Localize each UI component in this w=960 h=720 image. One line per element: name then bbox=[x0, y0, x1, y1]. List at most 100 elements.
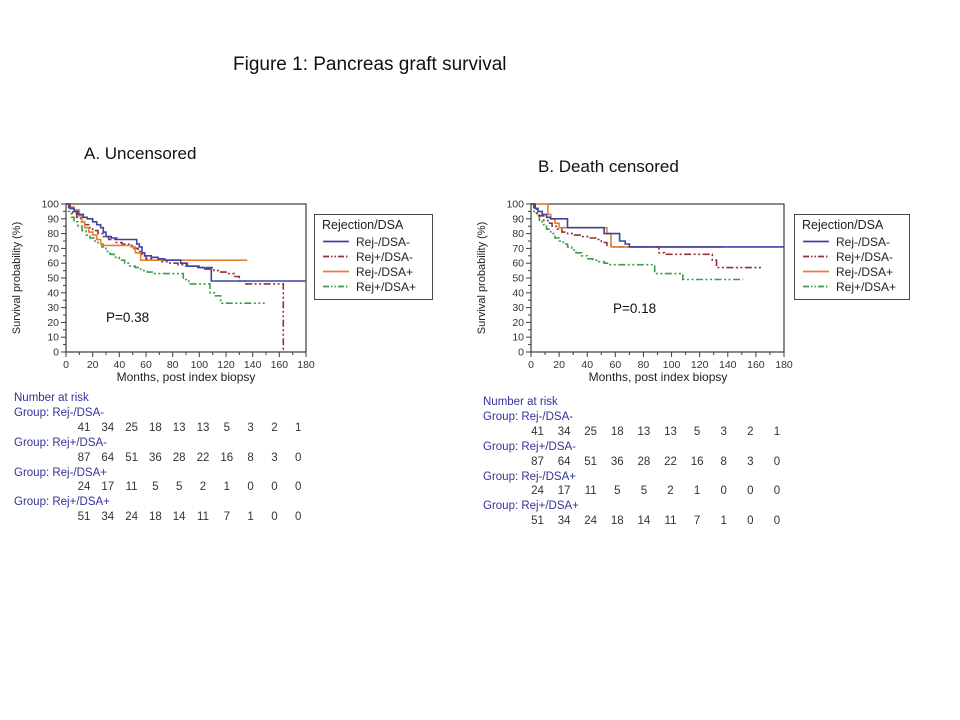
risk-count: 87 bbox=[77, 451, 91, 464]
y-tick-label: 100 bbox=[506, 199, 524, 211]
risk-count: 3 bbox=[247, 421, 254, 434]
y-tick-label: 0 bbox=[53, 347, 59, 359]
risk-count: 5 bbox=[175, 481, 183, 494]
risk-count: 36 bbox=[148, 451, 162, 464]
risk-count: 0 bbox=[294, 451, 302, 464]
p-value: P=0.18 bbox=[613, 301, 656, 316]
risk-count: 28 bbox=[637, 455, 651, 468]
y-tick-label: 60 bbox=[47, 258, 59, 270]
risk-count: 0 bbox=[294, 511, 302, 524]
risk-count: 5 bbox=[152, 481, 159, 494]
km-curve-Rej-DSA+ bbox=[66, 203, 248, 261]
legend-entry: Rej-/DSA+ bbox=[322, 264, 425, 279]
legend-line-sample bbox=[803, 270, 829, 273]
legend-entry: Rej+/DSA- bbox=[322, 249, 425, 264]
risk-count: 1 bbox=[693, 485, 701, 498]
x-tick-label: 60 bbox=[140, 359, 152, 371]
km-curve-Rej+DSA+ bbox=[531, 203, 744, 281]
x-tick-label: 160 bbox=[747, 359, 765, 371]
risk-count: 5 bbox=[693, 425, 701, 438]
risk-counts-row: 24 17 11 5 5 2 1 0 0 0 bbox=[14, 480, 344, 495]
x-tick-label: 20 bbox=[553, 359, 565, 371]
risk-counts-row: 41 34 25 18 13 13 5 3 2 1 bbox=[483, 425, 813, 440]
risk-count: 24 bbox=[531, 485, 544, 498]
risk-count: 7 bbox=[223, 511, 230, 524]
y-tick-label: 40 bbox=[47, 287, 59, 299]
risk-count: 41 bbox=[531, 425, 544, 438]
x-tick-label: 40 bbox=[581, 359, 593, 371]
y-tick-label: 60 bbox=[512, 258, 524, 270]
risk-count: 24 bbox=[77, 481, 91, 494]
legend-entry: Rej-/DSA- bbox=[322, 234, 425, 249]
legend-line-sample bbox=[803, 285, 829, 288]
risk-count: 3 bbox=[720, 425, 727, 438]
risk-count: 2 bbox=[667, 485, 674, 498]
legend-line-sample bbox=[323, 285, 349, 288]
x-tick-label: 160 bbox=[271, 359, 289, 371]
risk-count: 34 bbox=[557, 425, 571, 438]
risk-count: 1 bbox=[773, 425, 781, 438]
risk-count: 13 bbox=[172, 421, 186, 434]
risk-count: 5 bbox=[640, 485, 648, 498]
risk-count: 16 bbox=[690, 455, 704, 468]
y-tick-label: 10 bbox=[47, 332, 59, 344]
risk-count: 41 bbox=[77, 421, 91, 434]
risk-count: 51 bbox=[77, 511, 91, 524]
x-tick-label: 140 bbox=[244, 359, 262, 371]
legend-entry: Rej+/DSA- bbox=[802, 249, 902, 264]
x-tick-label: 140 bbox=[719, 359, 737, 371]
legend-title: Rejection/DSA bbox=[802, 218, 884, 232]
risk-count: 11 bbox=[664, 515, 677, 528]
km-plot-uncensored: 0 10 20 30 40 50 60 70 80 90 100 0 20 40 60 80 100 120 140… bbox=[11, 199, 315, 385]
x-tick-label: 20 bbox=[87, 359, 99, 371]
risk-count: 51 bbox=[125, 451, 138, 464]
risk-counts-row: 41 34 25 18 13 13 5 3 2 1 bbox=[14, 421, 344, 436]
km-plot-death-censored: 0 10 20 30 40 50 60 70 80 90 100 0 20 40 60 80 100 120 140… bbox=[476, 199, 793, 385]
risk-count: 0 bbox=[747, 485, 754, 498]
risk-count: 11 bbox=[125, 481, 138, 494]
legend-line-sample bbox=[803, 255, 829, 258]
y-axis-label: Survival probability (%) bbox=[11, 222, 23, 334]
legend-label: Rej-/DSA- bbox=[356, 234, 411, 249]
y-tick-label: 100 bbox=[41, 199, 59, 211]
x-tick-label: 0 bbox=[528, 359, 534, 371]
legend-label: Rej+/DSA+ bbox=[836, 279, 897, 294]
x-tick-label: 100 bbox=[663, 359, 681, 371]
y-tick-label: 90 bbox=[47, 213, 59, 225]
legend-uncensored: Rejection/DSA Rej-/DSA- Rej+/DSA- Rej-/DSA+… bbox=[314, 214, 433, 300]
risk-count: 22 bbox=[664, 455, 677, 468]
risk-count: 13 bbox=[196, 421, 210, 434]
legend-line-sample bbox=[803, 240, 829, 243]
x-tick-label: 40 bbox=[113, 359, 125, 371]
x-axis-label: Months, post index biopsy bbox=[589, 370, 728, 384]
legend-label: Rej+/DSA- bbox=[356, 249, 414, 264]
risk-count: 13 bbox=[637, 425, 651, 438]
legend-label: Rej-/DSA+ bbox=[356, 264, 414, 279]
risk-count: 18 bbox=[610, 515, 624, 528]
risk-count: 28 bbox=[172, 451, 186, 464]
x-tick-label: 100 bbox=[191, 359, 209, 371]
risk-count: 22 bbox=[196, 451, 210, 464]
legend-line-sample bbox=[323, 270, 349, 273]
risk-count: 51 bbox=[531, 515, 544, 528]
y-tick-label: 10 bbox=[512, 332, 524, 344]
risk-count: 1 bbox=[223, 481, 230, 494]
y-tick-label: 30 bbox=[512, 302, 524, 314]
panel-a-label: A. Uncensored bbox=[84, 144, 197, 163]
risk-counts-row: 24 17 11 5 5 2 1 0 0 0 bbox=[483, 484, 813, 499]
x-tick-label: 80 bbox=[638, 359, 650, 371]
risk-counts-row: 51 34 24 18 14 11 7 1 0 0 bbox=[14, 510, 344, 525]
risk-count: 17 bbox=[557, 485, 571, 498]
risk-count: 18 bbox=[148, 511, 162, 524]
risk-count: 11 bbox=[197, 511, 209, 524]
x-tick-label: 0 bbox=[63, 359, 69, 371]
risk-table-death-censored: Number at risk Group: Rej-/DSA- 41 34 25 18 13… bbox=[483, 395, 813, 529]
figure-title: Figure 1: Pancreas graft survival bbox=[233, 54, 507, 75]
legend-entry: Rej+/DSA+ bbox=[322, 279, 425, 294]
risk-count: 7 bbox=[693, 515, 701, 528]
legend-entry: Rej-/DSA+ bbox=[802, 264, 902, 279]
legend-title: Rejection/DSA bbox=[322, 218, 404, 232]
y-tick-label: 90 bbox=[512, 213, 524, 225]
x-tick-label: 180 bbox=[297, 359, 315, 371]
